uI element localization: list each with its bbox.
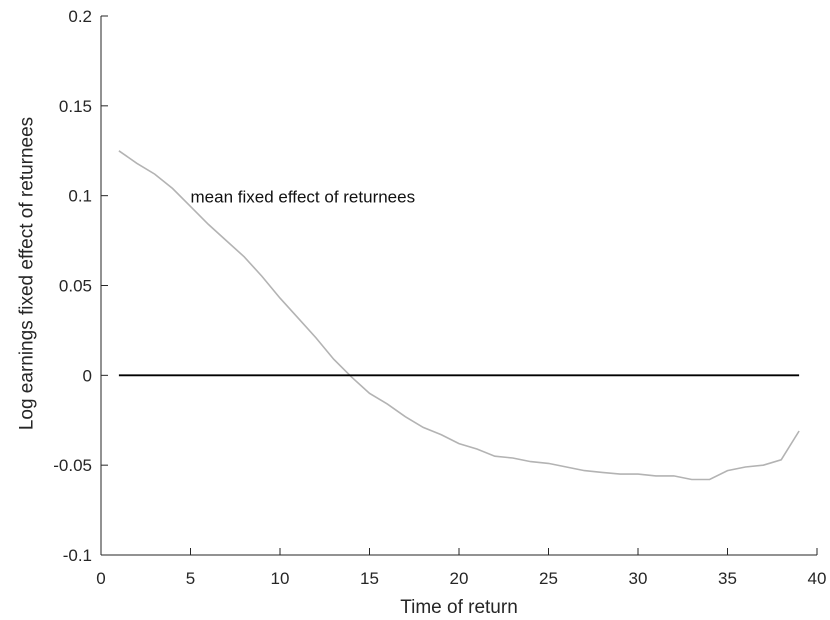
y-tick-label: 0.05 bbox=[59, 277, 92, 296]
x-tick-label: 0 bbox=[96, 569, 105, 588]
x-tick-label: 15 bbox=[360, 569, 379, 588]
y-tick-label: -0.1 bbox=[63, 546, 92, 565]
y-tick-label: 0.1 bbox=[68, 187, 92, 206]
y-tick-label: 0.15 bbox=[59, 97, 92, 116]
axes: 0 5 10 15 20 25 30 35 40 -0.1 -0.05 0 0.05 0.1 0.15 0.… bbox=[53, 7, 826, 588]
x-axis-label: Time of return bbox=[400, 597, 518, 618]
y-tick-label: 0 bbox=[83, 366, 92, 385]
x-tick-label: 10 bbox=[271, 569, 290, 588]
plot-area bbox=[118, 150, 800, 481]
x-tick-label: 25 bbox=[539, 569, 558, 588]
x-tick-label: 20 bbox=[450, 569, 469, 588]
x-tick-label: 30 bbox=[629, 569, 648, 588]
x-tick-label: 40 bbox=[808, 569, 827, 588]
y-tick-label: -0.05 bbox=[53, 456, 92, 475]
y-axis-label: Log earnings fixed effect of returnees bbox=[17, 117, 38, 430]
x-tick-label: 35 bbox=[718, 569, 737, 588]
y-tick-label: 0.2 bbox=[68, 7, 92, 26]
series-line-returnees bbox=[118, 150, 800, 481]
x-tick-label: 5 bbox=[186, 569, 195, 588]
y-axis-ticks: -0.1 -0.05 0 0.05 0.1 0.15 0.2 bbox=[53, 7, 108, 565]
annotation-label: mean fixed effect of returnees bbox=[191, 188, 416, 207]
x-axis-ticks: 0 5 10 15 20 25 30 35 40 bbox=[96, 548, 826, 588]
